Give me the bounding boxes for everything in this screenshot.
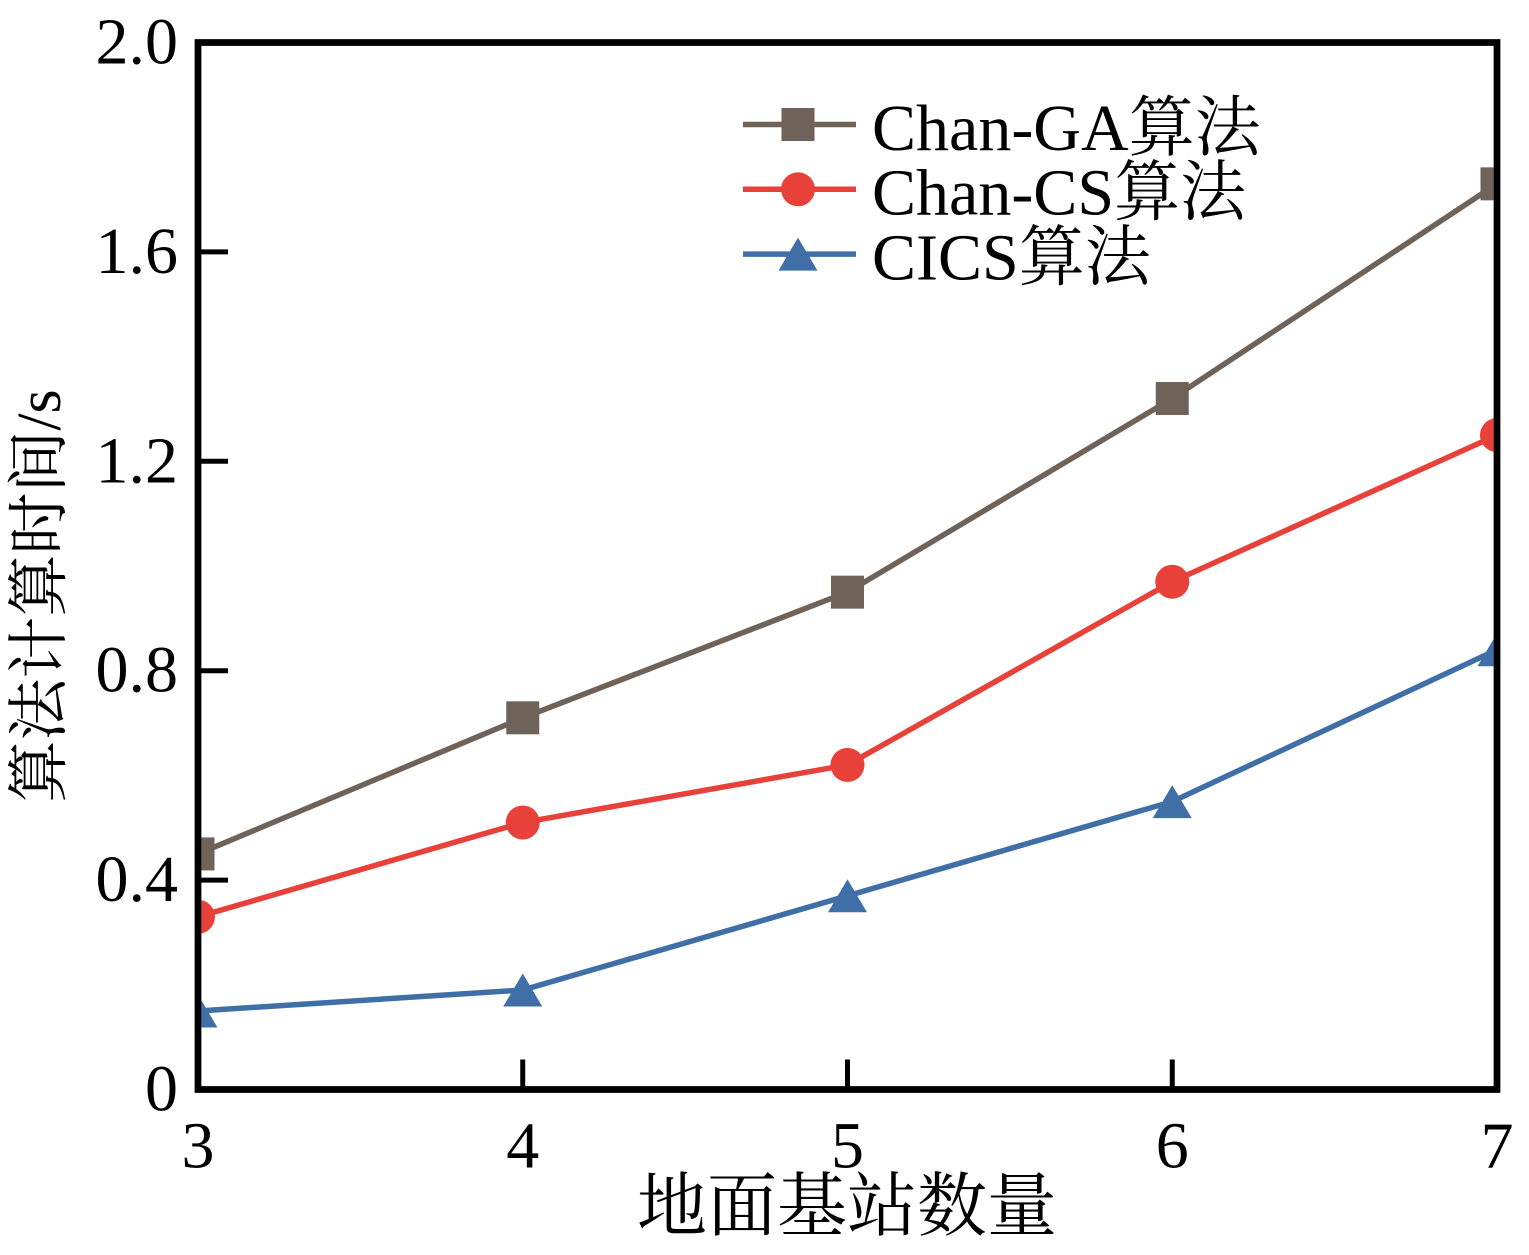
svg-text:Chan-CS算法: Chan-CS算法 xyxy=(872,157,1247,230)
svg-text:2.0: 2.0 xyxy=(96,6,179,79)
svg-text:1.6: 1.6 xyxy=(96,215,179,288)
svg-text:CICS算法: CICS算法 xyxy=(872,222,1152,295)
svg-text:1.2: 1.2 xyxy=(96,424,179,497)
svg-text:6: 6 xyxy=(1156,1110,1189,1183)
svg-text:0: 0 xyxy=(145,1053,178,1126)
svg-text:0.8: 0.8 xyxy=(96,634,179,707)
svg-text:Chan-GA算法: Chan-GA算法 xyxy=(872,92,1262,165)
svg-text:0.4: 0.4 xyxy=(96,843,179,916)
svg-text:7: 7 xyxy=(1481,1110,1514,1183)
svg-text:4: 4 xyxy=(506,1110,539,1183)
svg-text:地面基站数量: 地面基站数量 xyxy=(637,1169,1057,1246)
svg-text:3: 3 xyxy=(182,1110,215,1183)
svg-text:算法计算时间/s: 算法计算时间/s xyxy=(6,389,74,802)
